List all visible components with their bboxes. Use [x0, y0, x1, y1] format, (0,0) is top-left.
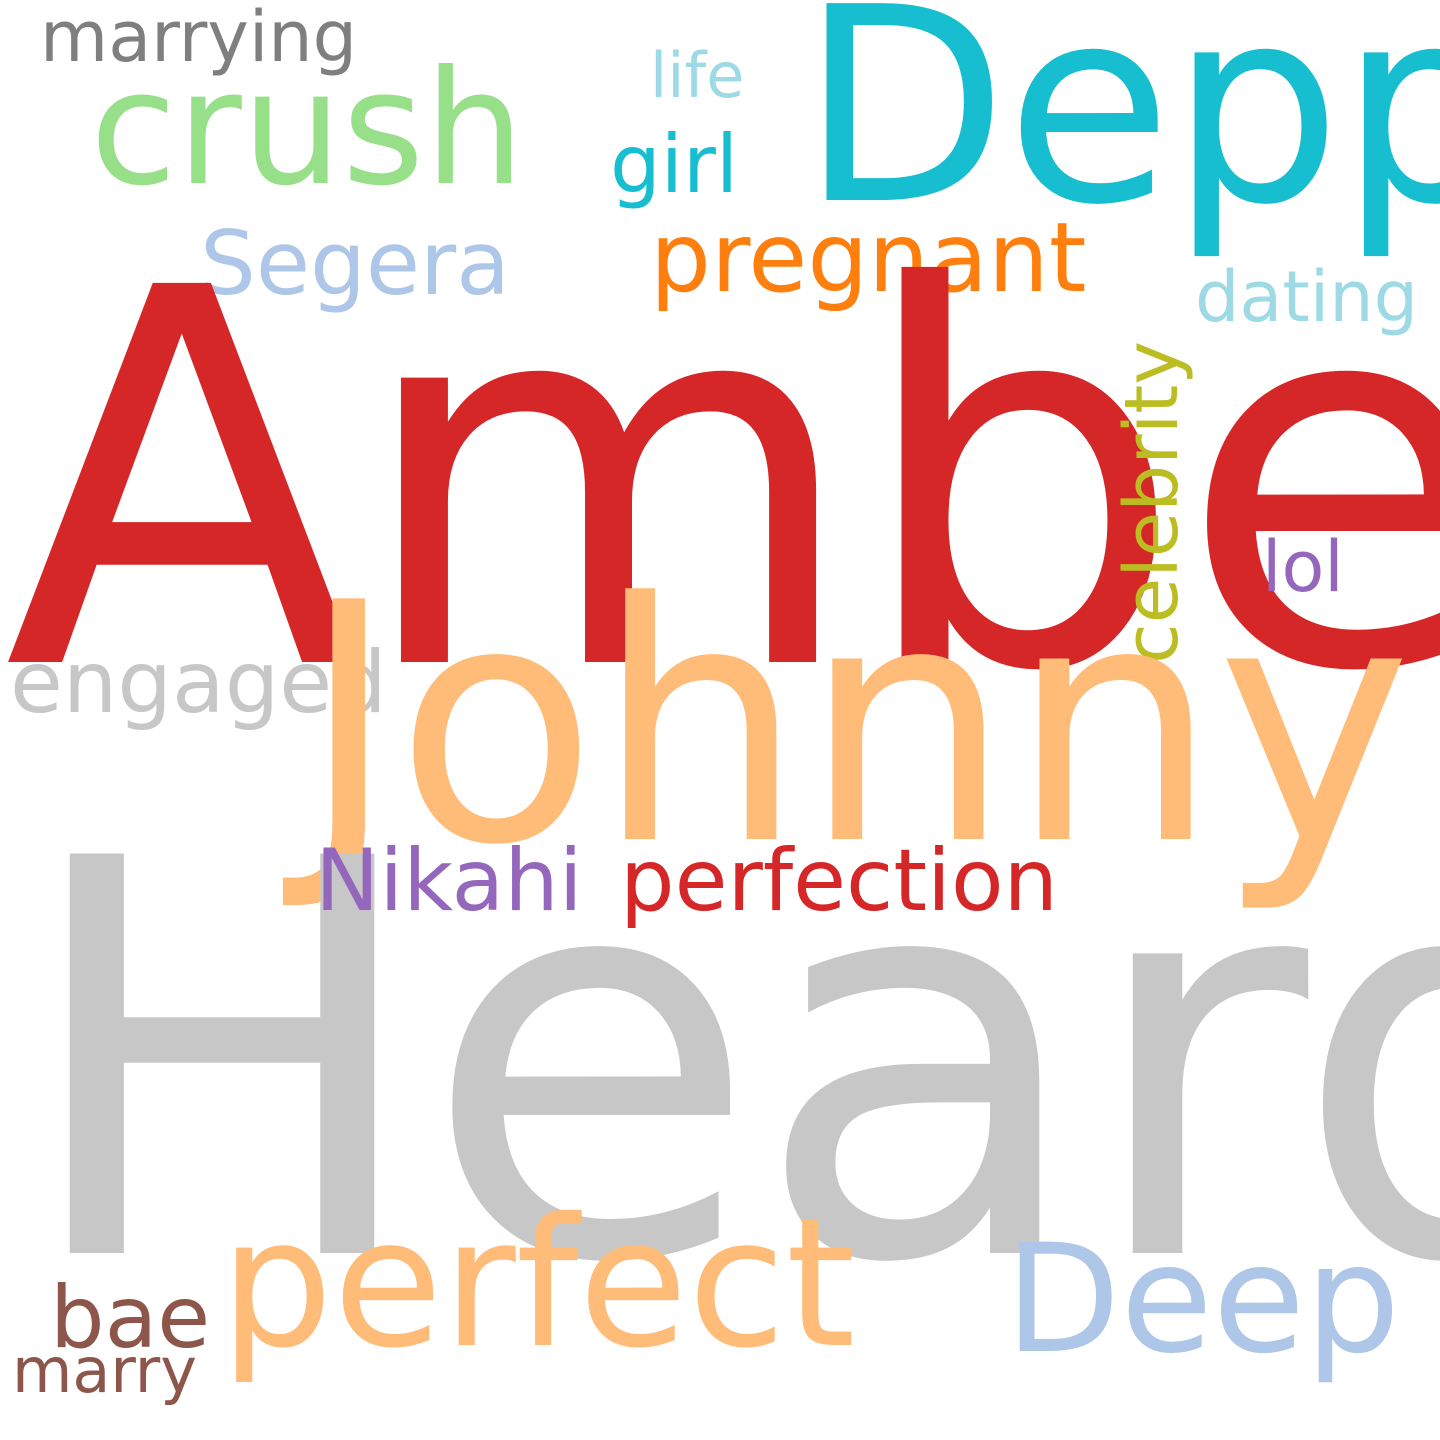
word-perfect: perfect [220, 1180, 856, 1387]
word-segera: Segera [200, 212, 511, 315]
word-depp: Depp [800, 0, 1440, 264]
word-crush: crush [90, 37, 525, 221]
word-nikahi: Nikahi [315, 831, 583, 931]
word-pregnant: pregnant [650, 202, 1087, 314]
word-perfection: perfection [620, 831, 1059, 931]
word-marrying: marrying [40, 0, 358, 78]
word-heard: Heard [16, 745, 1440, 1383]
word-girl: girl [610, 118, 739, 211]
word-deep: Deep [1005, 1213, 1401, 1387]
word-life: life [650, 39, 745, 112]
word-marry: marry [12, 1334, 197, 1407]
word-amber: Amber [4, 179, 1440, 785]
word-bae: bae [50, 1268, 211, 1368]
word-engaged: engaged [10, 633, 387, 733]
word-johnny: Johnny [300, 533, 1412, 917]
word-lol: lol [1262, 526, 1344, 608]
word-dating: dating [1195, 256, 1419, 338]
